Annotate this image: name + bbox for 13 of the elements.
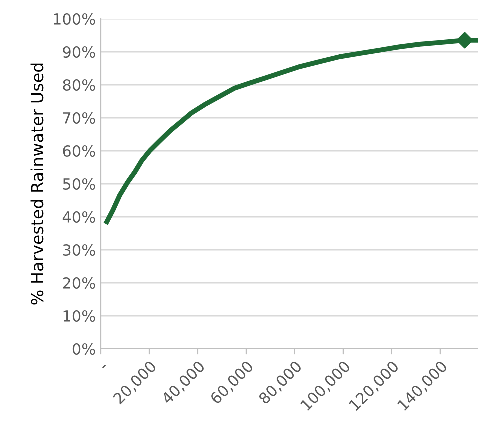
y-tick-label: 10%	[64, 310, 96, 322]
y-tick-label: 90%	[63, 46, 96, 58]
y-tick-label: 50%	[63, 178, 96, 190]
y-tick-label: 70%	[63, 112, 96, 124]
y-tick-label: 0%	[72, 343, 96, 356]
y-tick-label: 60%	[63, 145, 96, 158]
y-tick-label: 80%	[63, 79, 96, 92]
y-axis-title: % Harvested Rainwater Used	[30, 64, 44, 305]
y-tick-label: 30%	[63, 244, 96, 256]
y-tick-label: 20%	[63, 277, 96, 290]
x-tick-label: -	[102, 364, 106, 368]
y-tick-label: 100%	[54, 13, 96, 26]
y-tick-label: 40%	[62, 211, 96, 224]
